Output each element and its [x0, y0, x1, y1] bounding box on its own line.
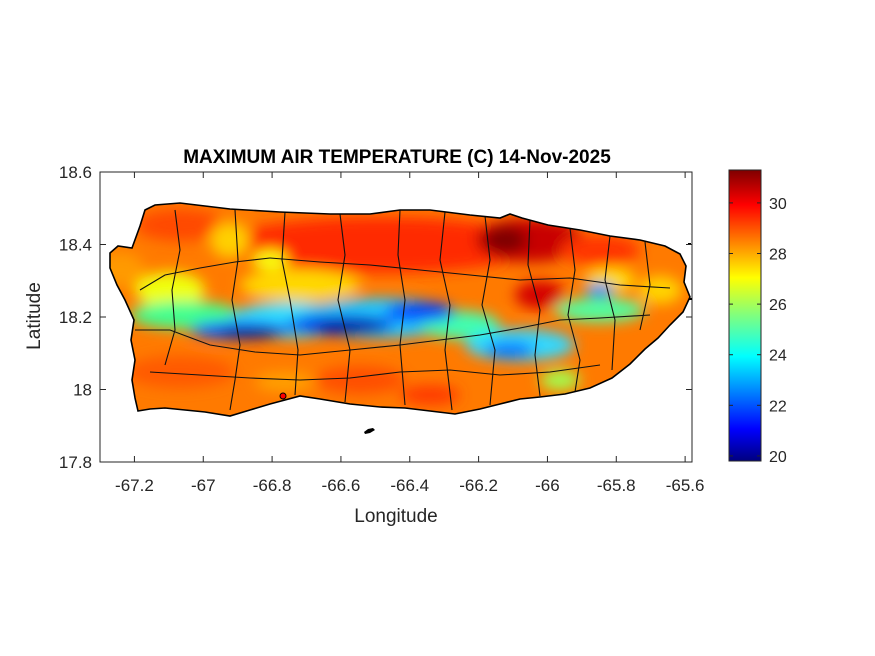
- colorbar-tick-label: 28: [769, 247, 787, 264]
- x-tick-label: -65.6: [666, 476, 705, 495]
- y-tick-label: 17.8: [59, 453, 92, 472]
- colorbar-tick-label: 24: [769, 348, 787, 365]
- x-tick-label: -66: [535, 476, 560, 495]
- x-tick-label: -66.4: [390, 476, 429, 495]
- colorbar-ramp: [728, 169, 762, 462]
- chart-title: MAXIMUM AIR TEMPERATURE (C) 14-Nov-2025: [183, 147, 611, 168]
- x-tick-label: -67: [191, 476, 216, 495]
- y-tick-label: 18.2: [59, 308, 92, 327]
- x-tick-label: -66.6: [322, 476, 361, 495]
- colorbar: 20 22 24 26 28 30: [728, 169, 787, 466]
- colorbar-tick-label: 26: [769, 297, 787, 314]
- colorbar-tick-label: 22: [769, 398, 787, 415]
- colorbar-tick-label: 30: [769, 196, 787, 213]
- municipality-boundaries: [135, 209, 671, 411]
- x-tick-label: -66.2: [459, 476, 498, 495]
- y-tick-label: 18.4: [59, 236, 92, 255]
- y-tick-label: 18: [73, 381, 92, 400]
- x-axis-label: Longitude: [354, 506, 437, 527]
- y-tick-label: 18.6: [59, 163, 92, 182]
- x-tick-label: -65.8: [597, 476, 636, 495]
- y-axis-label: Latitude: [24, 282, 45, 350]
- temperature-field: [110, 203, 690, 416]
- x-tick-label: -67.2: [115, 476, 154, 495]
- colorbar-tick-label: 20: [769, 449, 787, 466]
- x-tick-label: -66.8: [253, 476, 292, 495]
- x-axis: -67.2 -67 -66.8 -66.6 -66.4 -66.2 -66 -65.8 -65.…: [115, 172, 704, 495]
- colorbar-ticks: 20 22 24 26 28 30: [729, 196, 787, 466]
- y-axis: 17.8 18 18.2 18.4 18.6: [59, 163, 692, 472]
